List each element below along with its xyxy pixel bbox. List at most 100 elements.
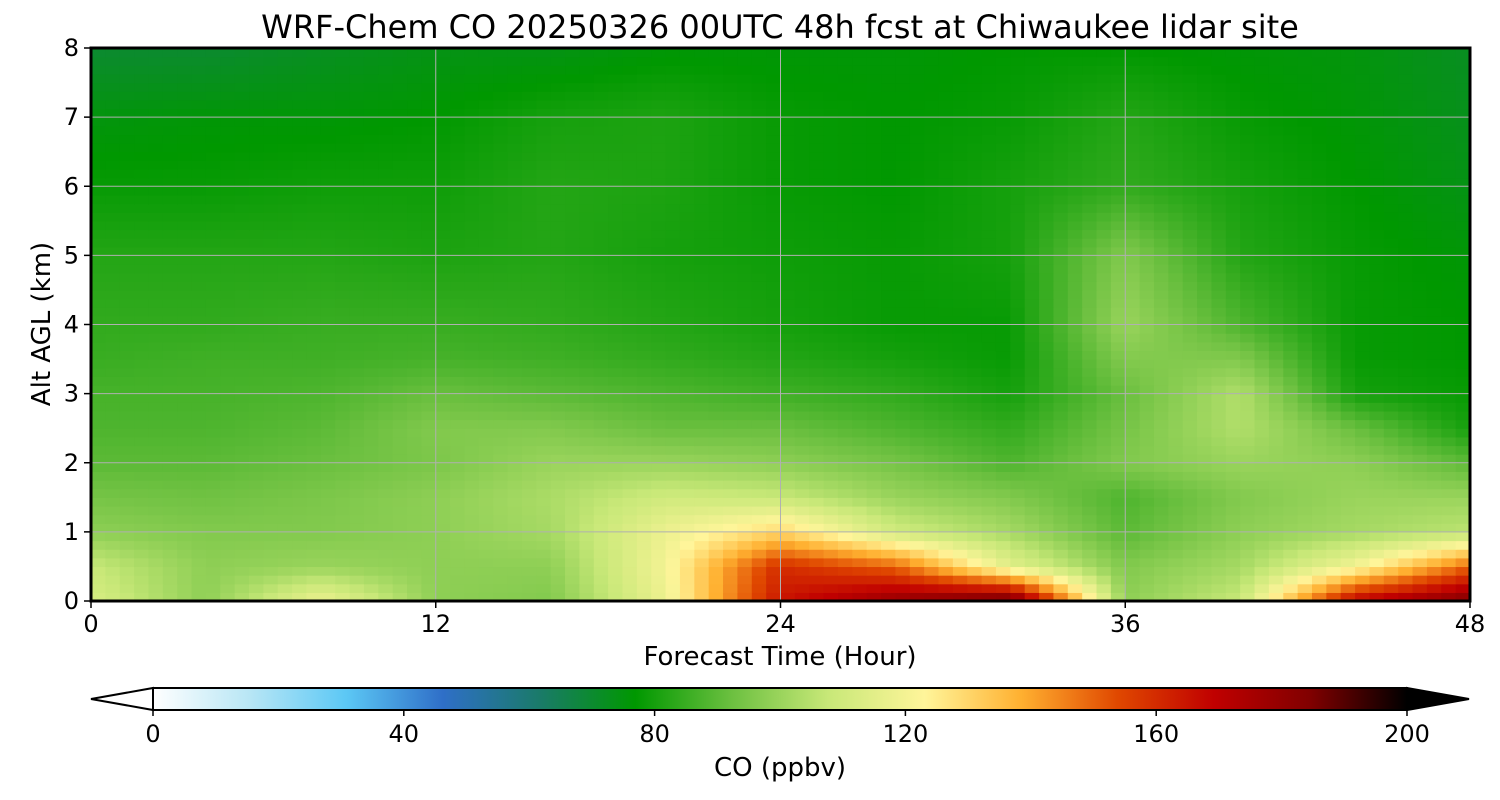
heatmap-cell <box>249 160 264 170</box>
heatmap-cell <box>435 246 451 256</box>
heatmap-cell <box>1268 341 1284 352</box>
heatmap-cell <box>1268 540 1284 550</box>
heatmap-cell <box>162 488 178 498</box>
heatmap-cell <box>205 212 221 222</box>
heatmap-cell <box>608 203 624 213</box>
heatmap-cell <box>320 298 336 308</box>
heatmap-cell <box>1455 272 1470 282</box>
heatmap-cell <box>119 194 135 205</box>
heatmap-cell <box>995 393 1011 403</box>
heatmap-cell <box>995 436 1011 447</box>
heatmap-cell <box>1426 540 1442 550</box>
heatmap-cell <box>1024 557 1040 568</box>
heatmap-cell <box>723 229 738 239</box>
heatmap-cell <box>191 177 207 187</box>
heatmap-cell <box>866 488 882 498</box>
heatmap-cell <box>177 540 193 550</box>
heatmap-cell <box>565 436 580 447</box>
heatmap-cell <box>320 402 336 412</box>
heatmap-cell <box>636 428 652 438</box>
heatmap-cell <box>1139 566 1155 576</box>
heatmap-cell <box>277 168 293 179</box>
heatmap-cell <box>105 186 121 196</box>
heatmap-cell <box>536 592 552 601</box>
heatmap-cell <box>1240 505 1256 516</box>
heatmap-cell <box>708 151 724 161</box>
heatmap-cell <box>1024 333 1040 343</box>
heatmap-cell <box>1024 168 1040 179</box>
heatmap-cell <box>794 367 810 377</box>
heatmap-cell <box>1168 315 1184 326</box>
heatmap-cell <box>493 186 509 196</box>
heatmap-cell <box>148 575 164 585</box>
heatmap-cell <box>823 350 839 360</box>
heatmap-cell <box>579 445 595 455</box>
heatmap-cell <box>766 220 782 231</box>
heatmap-cell <box>1168 367 1184 377</box>
heatmap-cell <box>852 557 868 568</box>
heatmap-cell <box>823 186 839 196</box>
heatmap-cell <box>665 350 681 360</box>
heatmap-cell <box>435 177 451 187</box>
heatmap-cell <box>579 341 595 352</box>
heatmap-cell <box>1398 505 1414 516</box>
heatmap-cell <box>1168 445 1184 455</box>
heatmap-cell <box>1125 333 1141 343</box>
heatmap-cell <box>593 264 609 274</box>
heatmap-cell <box>1326 428 1342 438</box>
heatmap-cell <box>1297 264 1313 274</box>
heatmap-cell <box>737 393 753 403</box>
heatmap-cell <box>1383 229 1399 239</box>
heatmap-cell <box>306 575 322 585</box>
heatmap-cell <box>1398 212 1414 222</box>
heatmap-cell <box>105 384 121 395</box>
heatmap-cell <box>1254 531 1270 542</box>
heatmap-cell <box>435 497 451 507</box>
heatmap-cell <box>249 367 264 377</box>
heatmap-cell <box>1153 505 1169 516</box>
heatmap-cell <box>450 488 466 498</box>
heatmap-cell <box>1240 151 1256 161</box>
heatmap-cell <box>521 583 537 593</box>
heatmap-cell <box>1355 402 1371 412</box>
heatmap-cell <box>1110 566 1126 576</box>
heatmap-cell <box>148 384 164 395</box>
heatmap-cell <box>1340 549 1356 559</box>
heatmap-cell <box>751 514 767 524</box>
heatmap-cell <box>292 238 308 248</box>
heatmap-cell <box>895 549 911 559</box>
heatmap-cell <box>665 298 681 308</box>
heatmap-cell <box>1340 333 1356 343</box>
heatmap-cell <box>1383 592 1399 601</box>
heatmap-cell <box>105 255 121 265</box>
heatmap-cell <box>1067 566 1083 576</box>
heatmap-cell <box>737 505 753 516</box>
heatmap-cell <box>205 384 221 395</box>
heatmap-cell <box>148 549 164 559</box>
heatmap-cell <box>1383 359 1399 369</box>
heatmap-cell <box>823 505 839 516</box>
heatmap-cell <box>1355 168 1371 179</box>
heatmap-cell <box>378 151 394 161</box>
heatmap-cell <box>91 410 106 421</box>
heatmap-cell <box>1053 246 1069 256</box>
heatmap-cell <box>1412 505 1428 516</box>
heatmap-cell <box>148 168 164 179</box>
heatmap-cell <box>766 168 782 179</box>
heatmap-cell <box>694 575 710 585</box>
heatmap-cell <box>1283 289 1299 300</box>
heatmap-cell <box>162 281 178 291</box>
heatmap-cell <box>995 367 1011 377</box>
heatmap-cell <box>191 436 207 447</box>
heatmap-cell <box>536 384 552 395</box>
heatmap-cell <box>162 238 178 248</box>
heatmap-cell <box>1455 410 1470 421</box>
heatmap-cell <box>450 384 466 395</box>
heatmap-cell <box>1153 376 1169 386</box>
heatmap-cell <box>478 168 494 179</box>
heatmap-cell <box>205 471 221 481</box>
heatmap-cell <box>924 212 940 222</box>
heatmap-cell <box>895 229 911 239</box>
heatmap-cell <box>909 186 925 196</box>
heatmap-cell <box>1211 289 1227 300</box>
